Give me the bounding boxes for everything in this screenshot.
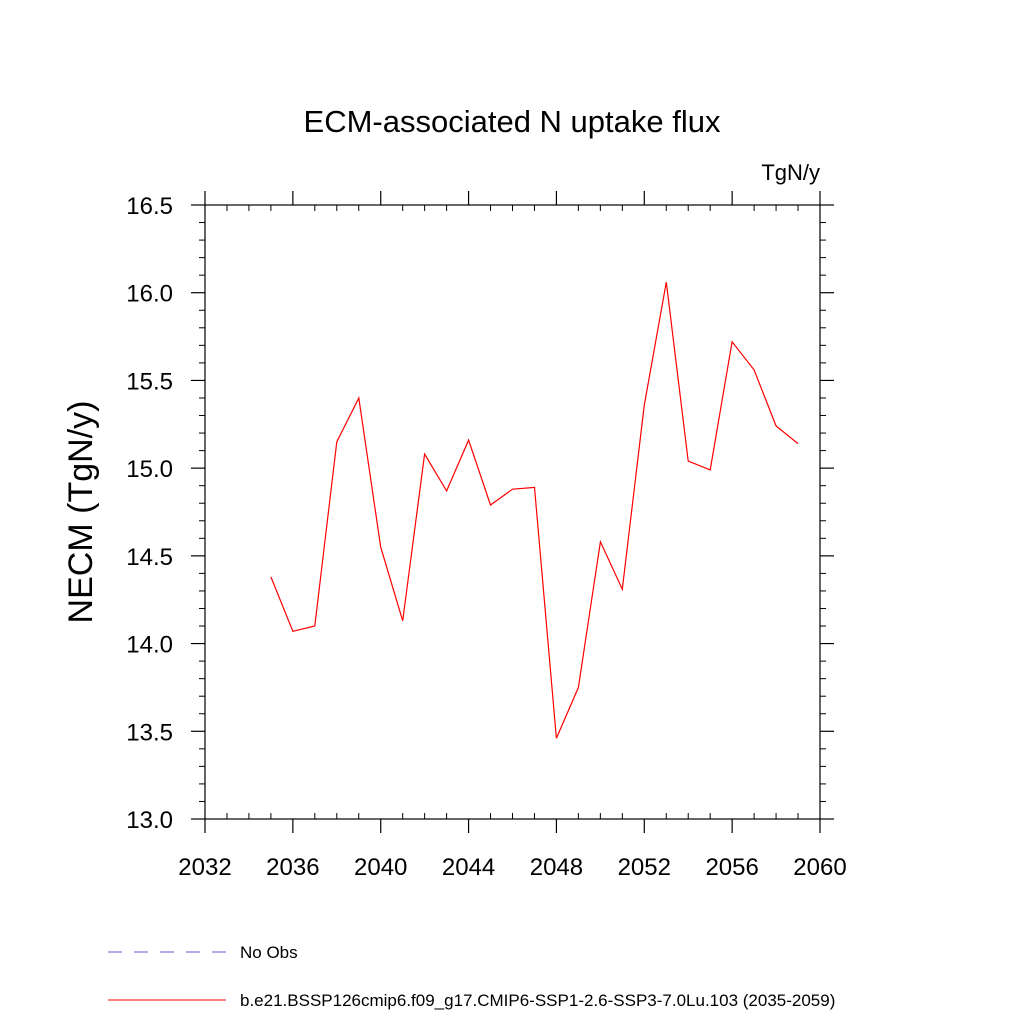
series-line bbox=[270, 282, 799, 739]
y-tick-label: 14.0 bbox=[126, 632, 173, 659]
y-tick-label: 13.0 bbox=[126, 807, 173, 834]
major-ticks bbox=[191, 191, 834, 833]
y-tick-label: 13.5 bbox=[126, 719, 173, 746]
y-tick-labels: 13.0 13.5 14.0 14.5 15.0 15.5 16.0 16.5 bbox=[126, 193, 173, 834]
plot-frame bbox=[204, 204, 821, 820]
units-label: TgN/y bbox=[761, 160, 820, 185]
y-tick-label: 14.5 bbox=[126, 544, 173, 571]
y-tick-label: 16.5 bbox=[126, 193, 173, 220]
y-tick-label: 16.0 bbox=[126, 281, 173, 308]
x-tick-label: 2032 bbox=[178, 854, 231, 881]
x-tick-label: 2044 bbox=[442, 854, 495, 881]
y-tick-label: 15.5 bbox=[126, 368, 173, 395]
legend-label: No Obs bbox=[240, 943, 298, 962]
x-tick-label: 2052 bbox=[618, 854, 671, 881]
minor-ticks bbox=[199, 205, 826, 819]
legend-label: b.e21.BSSP126cmip6.f09_g17.CMIP6-SSP1-2.… bbox=[240, 991, 835, 1010]
x-tick-label: 2036 bbox=[266, 854, 319, 881]
x-tick-label: 2056 bbox=[705, 854, 758, 881]
y-tick-label: 15.0 bbox=[126, 456, 173, 483]
legend: No Obs b.e21.BSSP126cmip6.f09_g17.CMIP6-S… bbox=[108, 943, 835, 1010]
x-tick-label: 2048 bbox=[530, 854, 583, 881]
x-tick-labels: 2032 2036 2040 2044 2048 2052 2056 2060 bbox=[178, 854, 846, 881]
chart-title: ECM-associated N uptake flux bbox=[304, 104, 721, 139]
series-layer bbox=[270, 282, 799, 739]
x-tick-label: 2060 bbox=[793, 854, 846, 881]
x-tick-label: 2040 bbox=[354, 854, 407, 881]
y-axis-label: NECM (TgN/y) bbox=[62, 401, 100, 624]
